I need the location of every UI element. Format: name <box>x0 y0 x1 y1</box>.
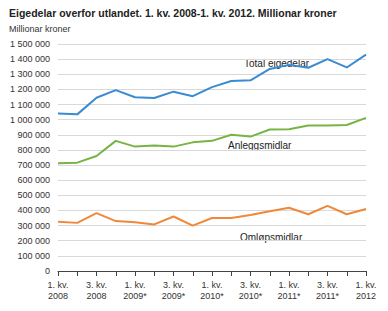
svg-text:3. kv.: 3. kv. <box>317 280 338 290</box>
svg-text:500 000: 500 000 <box>17 190 50 200</box>
svg-text:1 000 000: 1 000 000 <box>10 115 50 125</box>
svg-text:Anleggsmidlar: Anleggsmidlar <box>228 140 292 151</box>
svg-text:800 000: 800 000 <box>17 145 50 155</box>
svg-text:Omløpsmidlar: Omløpsmidlar <box>240 231 303 243</box>
svg-text:700 000: 700 000 <box>17 160 50 170</box>
svg-text:2011*: 2011* <box>316 291 339 301</box>
svg-text:3. kv.: 3. kv. <box>163 280 184 290</box>
svg-text:900 000: 900 000 <box>17 130 50 140</box>
svg-text:2008: 2008 <box>48 291 68 301</box>
svg-text:100 000: 100 000 <box>17 251 50 261</box>
svg-text:2010*: 2010* <box>239 291 263 301</box>
svg-text:1. kv.: 1. kv. <box>202 280 223 290</box>
svg-text:2008: 2008 <box>86 291 106 301</box>
svg-text:1. kv.: 1. kv. <box>279 280 300 290</box>
svg-text:0: 0 <box>45 266 50 276</box>
svg-text:1 100 000: 1 100 000 <box>10 100 50 110</box>
svg-text:1 300 000: 1 300 000 <box>10 69 50 79</box>
svg-text:3. kv.: 3. kv. <box>240 280 261 290</box>
svg-text:1. kv.: 1. kv. <box>125 280 146 290</box>
svg-text:2010*: 2010* <box>200 291 224 301</box>
svg-text:400 000: 400 000 <box>17 205 50 215</box>
svg-text:200 000: 200 000 <box>17 236 50 246</box>
svg-text:Eigedelar overfor utlandet. 1.: Eigedelar overfor utlandet. 1. kv. 2008-… <box>9 7 337 19</box>
svg-text:2011*: 2011* <box>278 291 301 301</box>
svg-text:1. kv.: 1. kv. <box>48 280 69 290</box>
svg-text:300 000: 300 000 <box>17 221 50 231</box>
svg-text:2012: 2012 <box>356 291 376 301</box>
svg-text:1 400 000: 1 400 000 <box>10 54 50 64</box>
svg-text:Millionar kroner: Millionar kroner <box>9 24 71 34</box>
svg-text:2009*: 2009* <box>162 291 186 301</box>
svg-text:1 200 000: 1 200 000 <box>10 84 50 94</box>
svg-text:600 000: 600 000 <box>17 175 50 185</box>
svg-text:2009*: 2009* <box>123 291 147 301</box>
svg-text:1. kv.: 1. kv. <box>356 280 377 290</box>
svg-text:1 500 000: 1 500 000 <box>10 39 50 49</box>
svg-text:3. kv.: 3. kv. <box>86 280 107 290</box>
